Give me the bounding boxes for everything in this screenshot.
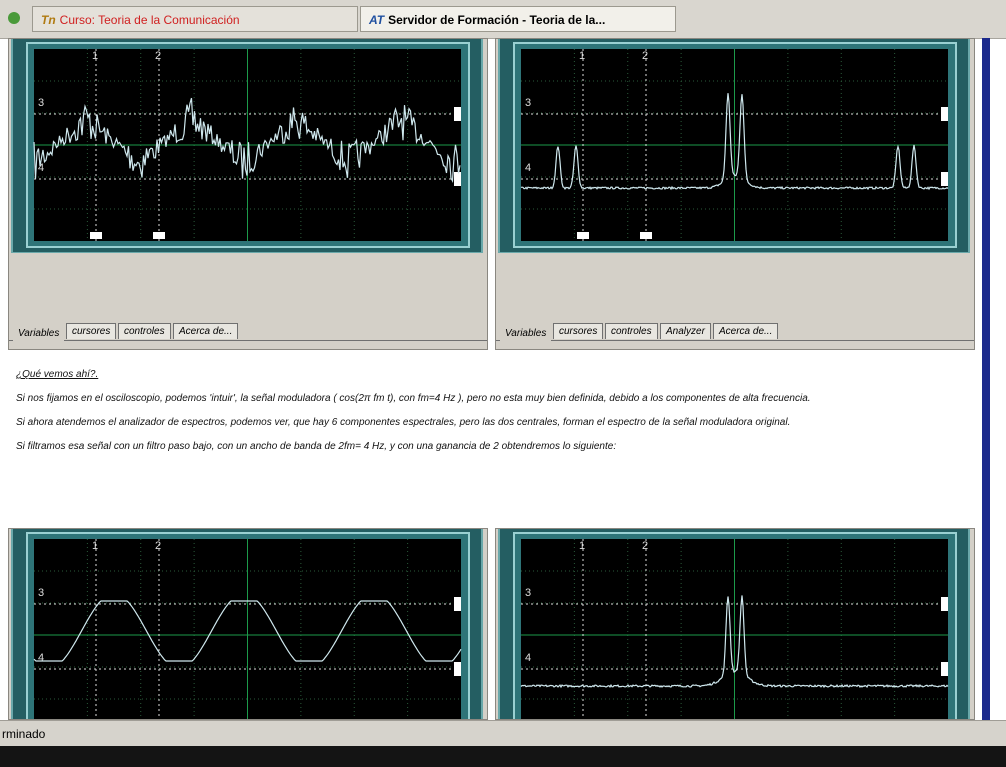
tab-icon: AT bbox=[369, 7, 384, 32]
panel-tab[interactable]: Analyzer bbox=[660, 323, 711, 339]
cursor-handle bbox=[454, 107, 461, 121]
cursor-label: 4 bbox=[525, 652, 531, 664]
cursor-label: 2 bbox=[642, 540, 648, 552]
tab-strip-line bbox=[496, 340, 975, 341]
taskbar bbox=[0, 746, 1006, 767]
oscilloscope: 1 2 3 4 bbox=[496, 529, 975, 720]
tab-title: Servidor de Formación - Teoria de la... bbox=[388, 13, 605, 27]
cursor-handle bbox=[577, 232, 589, 239]
tab-strip-line bbox=[9, 340, 488, 341]
applet-panel: 1 2 3 4 bbox=[495, 528, 975, 720]
tab-bar: Tn Curso: Teoria de la Comunicación AT Ser… bbox=[0, 0, 1006, 39]
article: ¿Qué vemos ahí?. Si nos fijamos en el os… bbox=[8, 352, 974, 524]
status-dot bbox=[8, 12, 20, 24]
oscilloscope: 1 2 3 4 bbox=[9, 39, 488, 253]
heading: ¿Qué vemos ahí?. bbox=[16, 368, 974, 381]
cursor-label: 3 bbox=[525, 97, 531, 109]
oscilloscope: 1 2 3 4 bbox=[9, 529, 488, 720]
tab-title: Curso: Teoria de la Comunicación bbox=[60, 13, 240, 27]
cursor-handle bbox=[153, 232, 165, 239]
cursor-handle bbox=[941, 107, 948, 121]
cursor-handle bbox=[90, 232, 102, 239]
cursor-handle bbox=[941, 597, 948, 611]
cursor-label: 2 bbox=[155, 540, 161, 552]
browser-window: Tn Curso: Teoria de la Comunicación AT Ser… bbox=[0, 0, 1006, 767]
cursor-label: 3 bbox=[525, 587, 531, 599]
cursor-handle bbox=[454, 172, 461, 186]
cursor-label: 4 bbox=[38, 652, 44, 664]
paragraph: Si filtramos esa señal con un filtro pas… bbox=[16, 440, 974, 453]
cursor-handle bbox=[454, 662, 461, 676]
cursor-label: 1 bbox=[579, 50, 585, 62]
status-text: rminado bbox=[2, 727, 45, 741]
cursor-label: 3 bbox=[38, 587, 44, 599]
cursor-label: 4 bbox=[525, 162, 531, 174]
cursor-handle bbox=[454, 597, 461, 611]
page-border bbox=[982, 38, 990, 720]
browser-tab[interactable]: AT Servidor de Formación - Teoria de la..… bbox=[360, 6, 676, 32]
panel-tab[interactable]: cursores bbox=[66, 323, 116, 339]
panel-tab[interactable]: cursores bbox=[553, 323, 603, 339]
panel-tab[interactable]: Acerca de... bbox=[713, 323, 778, 339]
panel-tab[interactable]: Acerca de... bbox=[173, 323, 238, 339]
panel-tab[interactable]: controles bbox=[118, 323, 171, 339]
cursor-label: 3 bbox=[38, 97, 44, 109]
status-bar: rminado bbox=[0, 720, 1006, 747]
browser-tab[interactable]: Tn Curso: Teoria de la Comunicación bbox=[32, 6, 358, 32]
cursor-handle bbox=[941, 172, 948, 186]
oscilloscope: 1 2 3 4 bbox=[496, 39, 975, 253]
cursor-handle bbox=[941, 662, 948, 676]
tab-icon: Tn bbox=[41, 7, 56, 32]
paragraph: Si nos fijamos en el osciloscopio, podem… bbox=[16, 392, 974, 405]
cursor-label: 1 bbox=[579, 540, 585, 552]
cursor-label: 2 bbox=[155, 50, 161, 62]
paragraph: Si ahora atendemos el analizador de espe… bbox=[16, 416, 974, 429]
cursor-label: 2 bbox=[642, 50, 648, 62]
cursor-label: 1 bbox=[92, 540, 98, 552]
applet-panel: 1 2 3 4 bbox=[8, 528, 488, 720]
panel-tab[interactable]: controles bbox=[605, 323, 658, 339]
panel-tab[interactable]: Variables bbox=[13, 326, 64, 342]
panel-tab[interactable]: Variables bbox=[500, 326, 551, 342]
cursor-handle bbox=[640, 232, 652, 239]
cursor-label: 1 bbox=[92, 50, 98, 62]
cursor-label: 4 bbox=[38, 162, 44, 174]
